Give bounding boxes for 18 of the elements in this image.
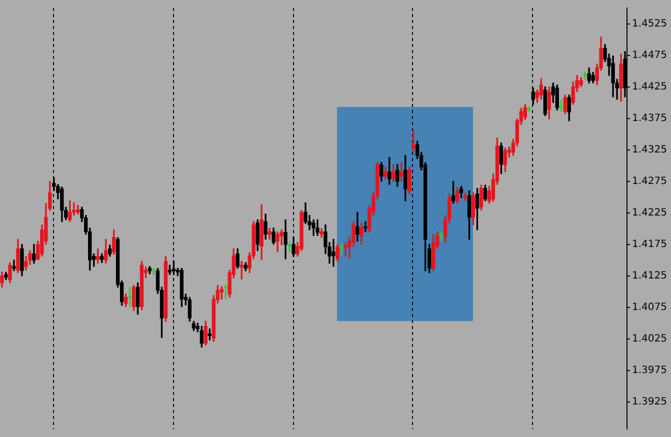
y-tick-label: 1.4425 [632, 81, 667, 92]
y-tick-label: 1.4325 [632, 144, 667, 156]
y-tick-label: 1.4525 [632, 18, 667, 30]
y-tick-label: 1.4025 [632, 333, 667, 344]
y-tick-label: 1.4225 [632, 207, 667, 218]
candlestick [344, 242, 348, 257]
candlestick [340, 244, 344, 255]
y-tick-label: 1.4075 [632, 302, 667, 313]
y-tick-label: 1.4375 [632, 112, 667, 124]
y-tick-label: 1.4275 [632, 176, 667, 187]
y-tick-label: 1.3975 [632, 364, 667, 376]
y-tick-label: 1.4475 [632, 50, 667, 61]
candlestick [268, 228, 272, 240]
y-tick-label: 1.3925 [632, 396, 667, 408]
y-tick-label: 1.4175 [632, 238, 667, 250]
y-tick-label: 1.4125 [632, 270, 667, 282]
candlestick [332, 238, 336, 267]
candlestick [288, 242, 292, 252]
